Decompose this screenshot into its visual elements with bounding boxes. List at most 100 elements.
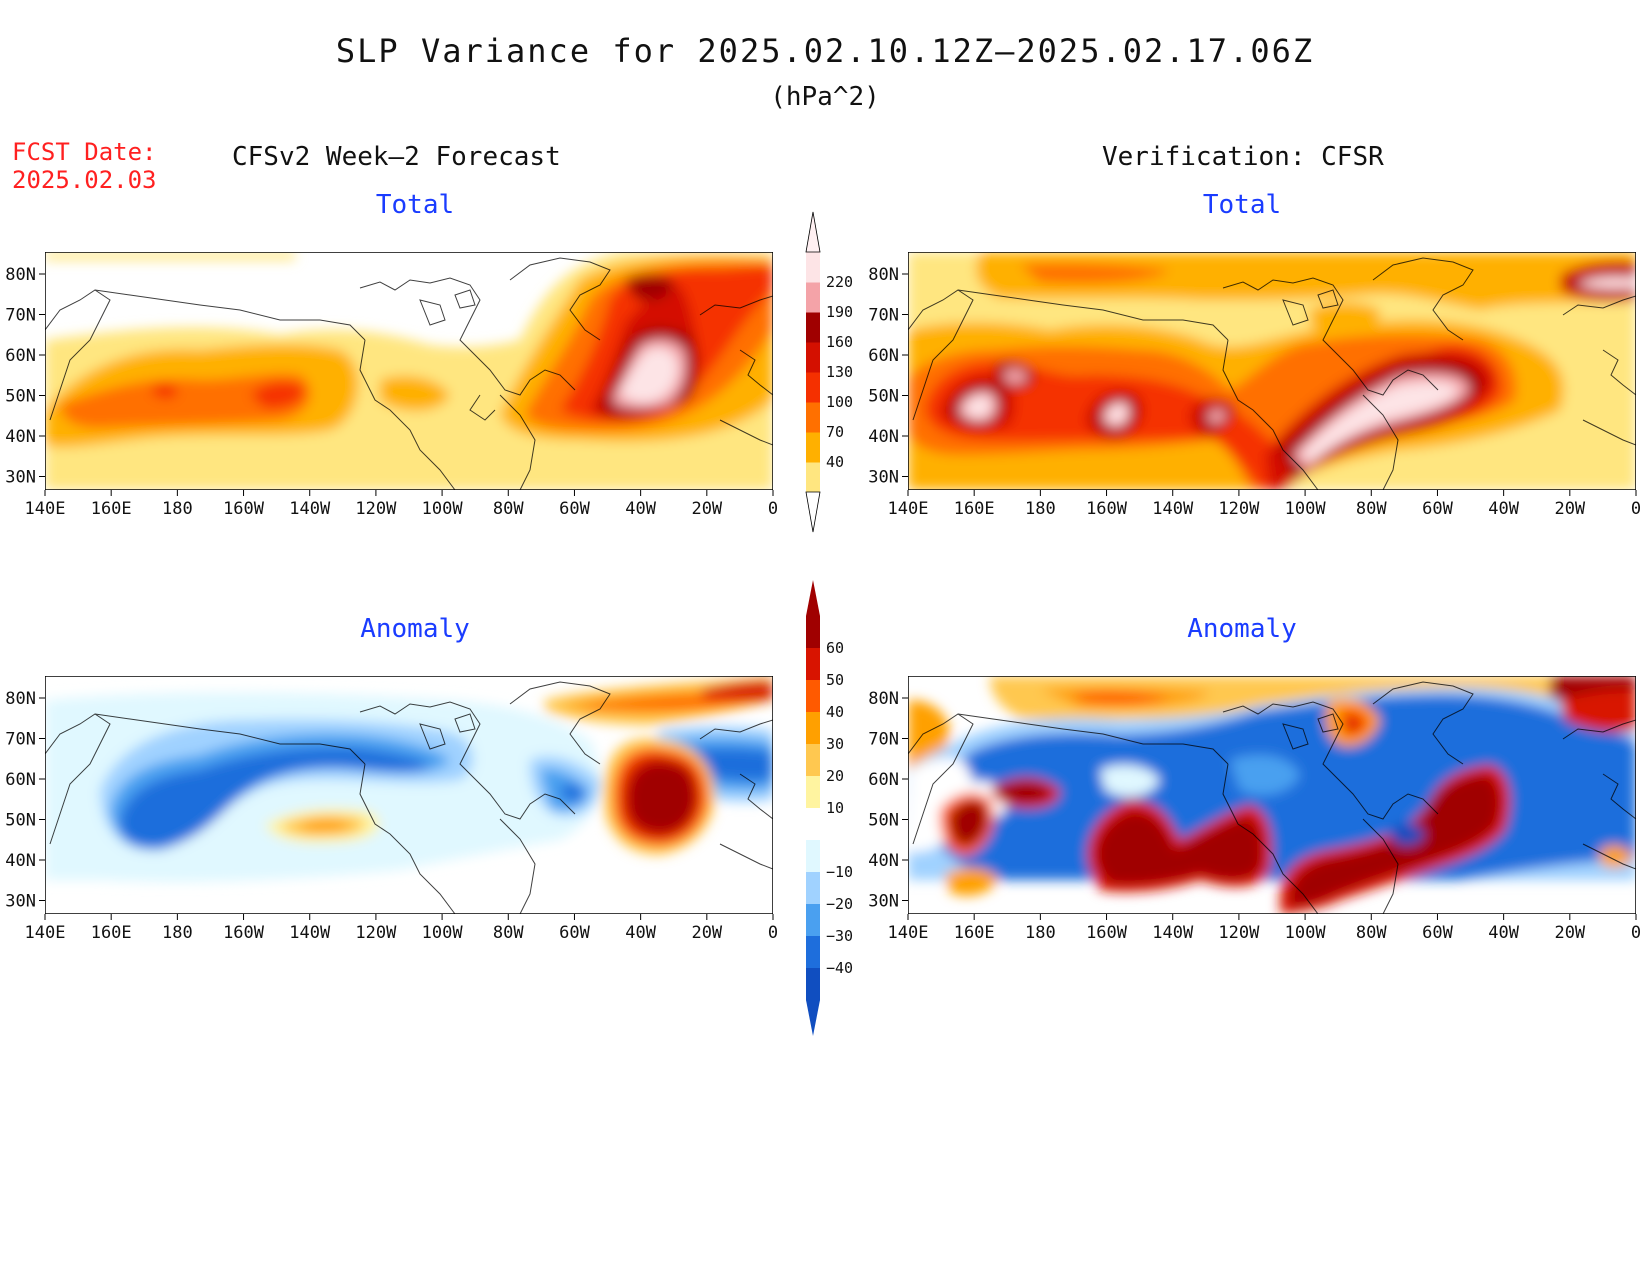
lon-tick-label: 140E [888,923,929,943]
colorbar-level-label: 20 [826,767,844,785]
lon-tick-label: 100W [422,923,464,943]
lon-tick-label: 0 [1631,923,1641,943]
colorbar-swatch [806,904,820,937]
lon-tick-label: 0 [768,923,778,943]
colorbar-swatch [806,616,820,649]
colorbar-swatch [806,462,820,493]
lat-tick-label: 70N [5,730,36,750]
colorbar-level-label: 190 [826,303,853,321]
lon-tick-label: 180 [1025,923,1056,943]
lat-tick-label: 70N [868,730,899,750]
lon-tick-label: 0 [768,499,778,519]
colorbar-level-label: −20 [826,895,853,913]
colorbar-swatch [806,968,820,1001]
lon-tick-label: 140W [1152,499,1194,519]
colorbar-swatch [806,872,820,905]
lon-tick-label: 120W [355,499,397,519]
colorbar-level-label: 60 [826,639,844,657]
lat-tick-label: 30N [868,892,899,912]
lat-tick-label: 50N [5,811,36,831]
colorbar-arrow-bottom [805,491,821,533]
lon-tick-label: 60W [1422,923,1453,943]
colorbar-level-label: 70 [826,423,844,441]
lat-tick-label: 40N [5,427,36,447]
lon-tick-label: 40W [625,923,656,943]
lon-tick-label: 160E [954,499,995,519]
total-colorbar: 40 70 100 130 160 190 220 [805,211,853,533]
colorbar-level-label: 40 [826,453,844,471]
forecast-date-label: FCST Date: 2025.02.03 [12,138,157,194]
colorbar-swatch [806,252,820,283]
colorbar-swatch [806,648,820,681]
colorbar-level-label: 40 [826,703,844,721]
forecast-date-value: 2025.02.03 [12,166,157,194]
lon-tick-label: 140W [289,499,331,519]
lat-tick-label: 50N [5,387,36,407]
lat-tick-label: 60N [5,346,36,366]
lat-tick-label: 80N [868,689,899,709]
lon-tick-label: 120W [355,923,397,943]
colorbar-level-label: 30 [826,735,844,753]
panel-title-verification-total: Total [1202,190,1282,220]
panel-title-verification-anomaly: Anomaly [1187,614,1297,644]
lon-tick-label: 80W [493,499,524,519]
colorbar-swatch [806,776,820,809]
lon-tick-label: 20W [691,499,722,519]
colorbar-swatch [806,402,820,433]
lon-tick-label: 160W [223,499,265,519]
colorbar-swatch [806,808,820,841]
lon-tick-label: 180 [162,923,193,943]
panel-title-forecast-total: Total [375,190,455,220]
lon-tick-label: 20W [1554,499,1585,519]
lon-tick-label: 160W [1086,499,1128,519]
colorbar-arrow-bottom [806,1000,820,1036]
colorbar-swatch [806,840,820,873]
lat-tick-label: 40N [5,851,36,871]
colorbar-swatch [806,712,820,745]
colorbar-swatch [806,744,820,777]
colorbar-level-label: 130 [826,363,853,381]
verification-anomaly-map [908,676,1636,914]
lon-tick-label: 20W [691,923,722,943]
colorbar-swatch [806,680,820,713]
colorbar-level-label: 100 [826,393,853,411]
lat-tick-label: 30N [5,468,36,488]
forecast-date-caption: FCST Date: [12,138,157,166]
lon-tick-label: 20W [1554,923,1585,943]
lat-tick-label: 30N [5,892,36,912]
lon-tick-label: 40W [625,499,656,519]
lat-tick-label: 50N [868,387,899,407]
lat-tick-label: 70N [5,306,36,326]
lon-tick-label: 40W [1488,923,1519,943]
lon-tick-label: 120W [1218,499,1260,519]
anomaly-colorbar: 60 50 40 30 20 10 −10 −20 −30 −40 [806,580,853,1036]
lon-tick-label: 100W [1285,923,1327,943]
lat-tick-label: 30N [868,468,899,488]
lon-tick-label: 80W [1356,499,1387,519]
lat-tick-label: 70N [868,306,899,326]
lat-tick-label: 80N [868,265,899,285]
lon-tick-label: 80W [493,923,524,943]
main-title: SLP Variance for 2025.02.10.12Z–2025.02.… [335,32,1315,70]
lat-tick-label: 80N [5,265,36,285]
colorbar-level-label: −30 [826,927,853,945]
lat-tick-label: 80N [5,689,36,709]
colorbar-level-label: −40 [826,959,853,977]
colorbar-swatch [806,342,820,373]
colorbar-arrow-top [805,211,821,253]
forecast-total-map [45,252,773,490]
lon-tick-label: 40W [1488,499,1519,519]
lon-tick-label: 160E [954,923,995,943]
lat-tick-label: 50N [868,811,899,831]
lon-tick-label: 60W [1422,499,1453,519]
colorbar-level-label: 50 [826,671,844,689]
lon-tick-label: 60W [559,499,590,519]
colorbar-swatch [806,282,820,313]
verification-total-map [908,252,1636,490]
colorbar-swatch [806,432,820,463]
lon-tick-label: 60W [559,923,590,943]
forecast-anomaly-map [45,676,773,914]
colorbar-swatch [806,312,820,343]
lon-tick-label: 120W [1218,923,1260,943]
